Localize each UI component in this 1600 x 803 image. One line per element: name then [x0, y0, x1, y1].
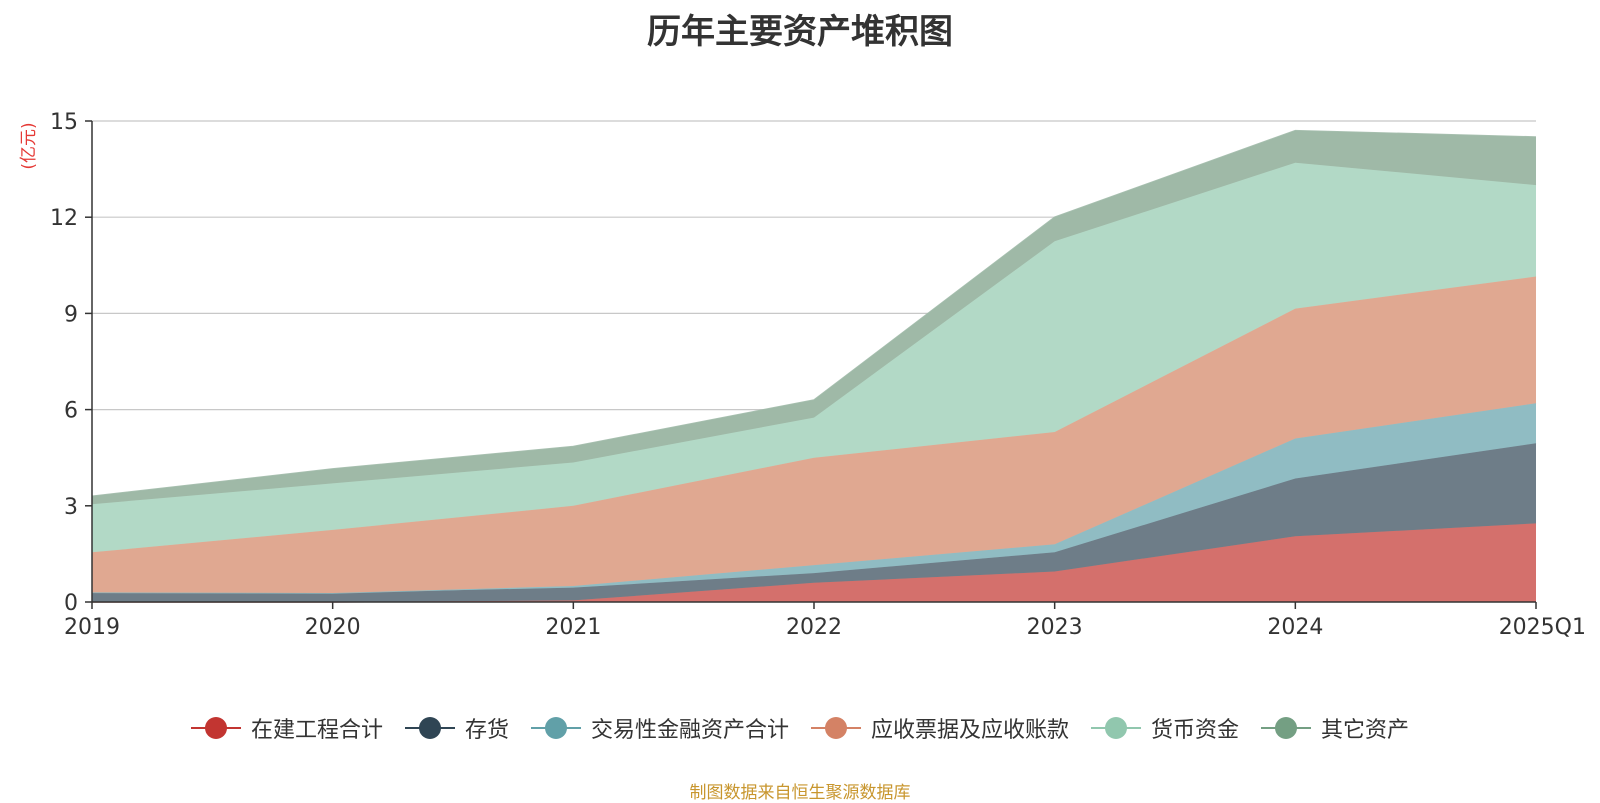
- legend-label: 应收票据及应收账款: [871, 718, 1070, 743]
- x-tick-label: 2023: [1027, 615, 1083, 640]
- legend-dot: [1105, 717, 1128, 739]
- y-tick-label: 6: [64, 399, 78, 424]
- x-tick-label: 2020: [305, 615, 361, 640]
- area-series-3: [92, 276, 1536, 593]
- legend-dot: [825, 717, 847, 739]
- legend-label: 交易性金融资产合计: [590, 718, 789, 743]
- x-tick-label: 2024: [1267, 615, 1323, 640]
- series-line-5: [91, 129, 1537, 497]
- y-tick-label: 12: [50, 206, 78, 231]
- legend-marker-icon: [1261, 716, 1312, 740]
- legend-item-4[interactable]: 货币资金: [1091, 712, 1239, 744]
- legend-dot: [204, 717, 227, 739]
- legend-item-3[interactable]: 应收票据及应收账款: [811, 712, 1069, 744]
- area-series-5: [92, 130, 1536, 505]
- legend-dot: [544, 717, 567, 739]
- legend-item-0[interactable]: 在建工程合计: [190, 712, 383, 744]
- legend-marker-icon: [811, 716, 861, 740]
- y-tick-label: 3: [64, 495, 78, 520]
- y-tick-label: 15: [50, 110, 78, 135]
- x-tick-label: 2021: [545, 615, 601, 640]
- legend-item-5[interactable]: 其它资产: [1261, 712, 1409, 744]
- legend-label: 货币资金: [1151, 718, 1240, 743]
- area-series-0: [92, 523, 1536, 602]
- y-tick-label: 0: [64, 591, 78, 616]
- axes: [85, 120, 1537, 609]
- legend-label: 存货: [464, 718, 509, 743]
- legend-marker-icon: [404, 716, 455, 740]
- legend-marker-icon: [1091, 716, 1142, 740]
- legend-label: 在建工程合计: [250, 718, 383, 743]
- area-series-4: [92, 162, 1536, 553]
- legend-dot: [1275, 717, 1298, 739]
- legend-marker-icon: [530, 716, 581, 740]
- legend: 在建工程合计 存货 交易性金融资产合计 应收票据及应收账款 货币资金 其它资产: [0, 712, 1600, 744]
- legend-item-2[interactable]: 交易性金融资产合计: [530, 712, 789, 744]
- source-note: 制图数据来自恒生聚源数据库: [689, 783, 911, 803]
- legend-item-1[interactable]: 存货: [404, 712, 509, 744]
- legend-marker-icon: [190, 716, 241, 740]
- x-tick-label: 2019: [64, 615, 120, 640]
- y-axis-unit-label: (亿元): [19, 122, 39, 169]
- x-tick-label: 2025Q1: [1499, 615, 1586, 640]
- legend-label: 其它资产: [1321, 718, 1410, 743]
- tick-labels: 0 3 6 9 12 15 2019 2020 2021 2022 2023 2024 2025Q1 (亿…: [19, 110, 1586, 640]
- stacked-area-chart: 0 3 6 9 12 15 2019 2020 2021 2022 2023 2024 2025Q1 (亿…: [19, 110, 1586, 640]
- x-tick-label: 2022: [786, 615, 842, 640]
- legend-dot: [418, 717, 441, 739]
- area-series-1: [92, 443, 1536, 602]
- y-tick-label: 9: [64, 302, 78, 327]
- area-series: [91, 129, 1537, 603]
- chart-title: 历年主要资产堆积图: [647, 12, 953, 52]
